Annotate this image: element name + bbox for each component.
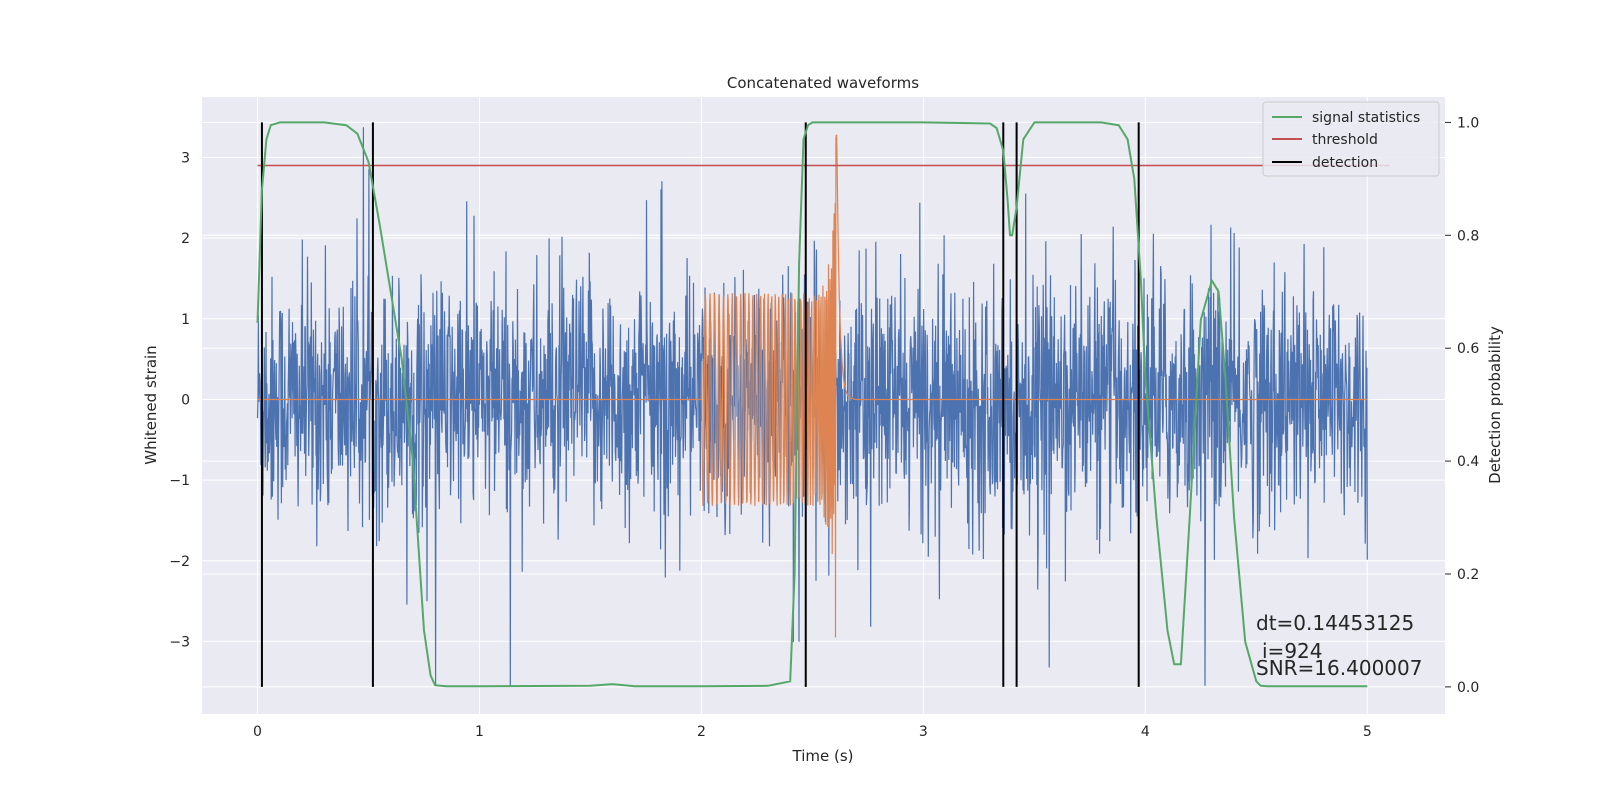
x-axis-label: Time (s) [792, 747, 854, 765]
y-tick-label: −2 [169, 554, 190, 570]
y-tick-label: 0 [181, 392, 190, 408]
x-tick-label: 5 [1363, 724, 1372, 740]
y-tick-label: −1 [169, 473, 190, 489]
signal-statistics-line [256, 121, 1368, 688]
waveform-line [257, 134, 1368, 638]
x-tick-label: 1 [475, 724, 484, 740]
annotation-i: i=924 [1262, 639, 1323, 663]
legend-label-signal-statistics: signal statistics [1312, 110, 1420, 126]
y-axis-ticks: −3 −2 −1 0 1 2 3 [169, 150, 190, 650]
y2-tick-label: 0.6 [1457, 341, 1479, 357]
y2-axis-ticks: 0.0 0.2 0.4 0.6 0.8 1.0 [1445, 115, 1479, 696]
detection-series [260, 122, 1140, 687]
x-tick-label: 0 [253, 724, 262, 740]
y2-tick-label: 1.0 [1457, 115, 1479, 131]
legend-label-threshold: threshold [1312, 132, 1378, 148]
legend-box [1262, 101, 1440, 177]
y2-tick-label: 0.2 [1457, 567, 1479, 583]
annotation-snr: SNR=16.400007 [1256, 656, 1422, 680]
y-tick-label: 2 [181, 231, 190, 247]
annotation-dt: dt=0.14453125 [1256, 611, 1414, 635]
waveform-series [257, 134, 1368, 638]
chart-title: Concatenated waveforms [727, 74, 919, 92]
y-tick-label: 3 [181, 150, 190, 166]
x-tick-label: 3 [919, 724, 928, 740]
legend-label-detection: detection [1312, 155, 1378, 171]
x-tick-label: 4 [1141, 724, 1150, 740]
y-tick-label: −3 [169, 634, 190, 650]
y-tick-label: 1 [181, 312, 190, 328]
legend: signal statistics threshold detection [1262, 101, 1440, 177]
y2-tick-label: 0.4 [1457, 454, 1479, 470]
y2-tick-label: 0.8 [1457, 228, 1479, 244]
y-axis-label: Whitened strain [142, 345, 160, 464]
y2-axis-label: Detection probability [1486, 326, 1504, 484]
x-tick-label: 2 [697, 724, 706, 740]
y2-tick-label: 0.0 [1457, 680, 1479, 696]
x-axis-ticks: 0 1 2 3 4 5 [253, 724, 1372, 740]
signal-statistics-series [256, 121, 1368, 688]
